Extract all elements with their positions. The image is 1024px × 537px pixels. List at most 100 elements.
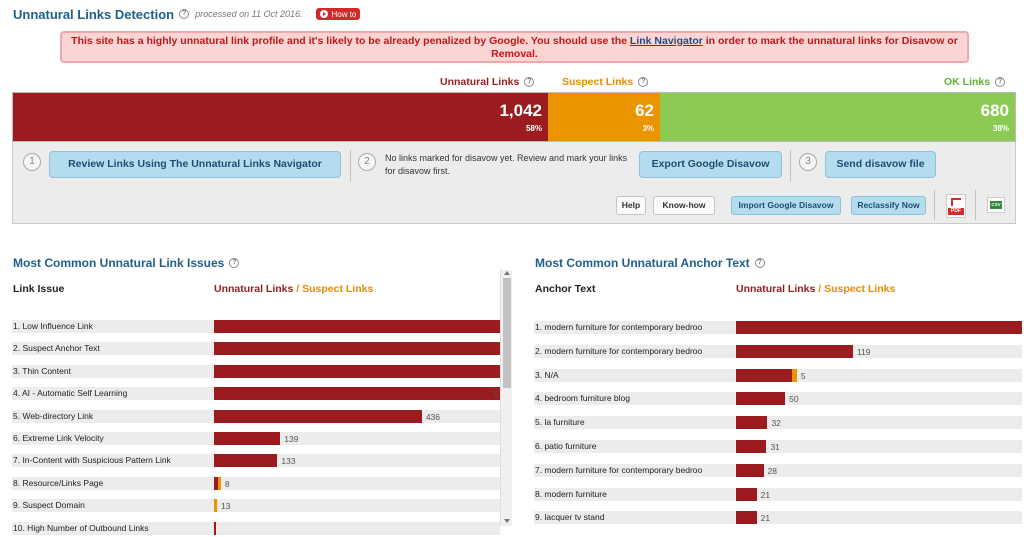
know-how-button[interactable]: Know-how bbox=[653, 196, 715, 215]
row-background bbox=[534, 440, 1022, 453]
penalty-alert: This site has a highly unnatural link pr… bbox=[60, 31, 969, 63]
suspect-bar[interactable] bbox=[792, 368, 797, 382]
row-background bbox=[534, 463, 1022, 477]
unnatural-bar[interactable] bbox=[736, 463, 764, 477]
chart-row[interactable]: 6. Extreme Link Velocity 139 bbox=[12, 432, 500, 445]
scroll-down-arrow-icon[interactable] bbox=[504, 519, 510, 523]
csv-export-icon[interactable]: CSV bbox=[987, 197, 1005, 213]
unnatural-bar[interactable] bbox=[736, 487, 757, 501]
scroll-thumb[interactable] bbox=[503, 278, 511, 388]
unnatural-percent: 58% bbox=[525, 124, 542, 133]
unnatural-bar[interactable] bbox=[214, 364, 500, 378]
chart-row[interactable]: 1. modern furniture for contemporary bed… bbox=[534, 321, 1022, 334]
chart-row[interactable]: 5. Web-directory Link 436 bbox=[12, 409, 500, 423]
unnatural-bar[interactable] bbox=[736, 344, 853, 358]
unnatural-segment[interactable]: 1,042 58% bbox=[13, 93, 548, 141]
row-label: 6. patio furniture bbox=[535, 441, 597, 451]
unnatural-bar[interactable] bbox=[214, 320, 500, 333]
unnatural-bar[interactable] bbox=[736, 392, 786, 406]
unnatural-bar[interactable] bbox=[736, 511, 757, 525]
suspect-bar[interactable] bbox=[214, 499, 217, 513]
bar-value: 21 bbox=[760, 513, 771, 524]
suspect-bar[interactable] bbox=[217, 476, 221, 490]
suspect-links-label: Suspect Links ? bbox=[562, 76, 649, 88]
chart-row[interactable]: 7. modern furniture for contemporary bed… bbox=[534, 463, 1022, 477]
chart-row[interactable]: 7. In-Content with Suspicious Pattern Li… bbox=[12, 454, 500, 468]
step-3-badge: 3 bbox=[799, 153, 817, 171]
help-icon[interactable]: ? bbox=[754, 258, 765, 268]
unnatural-bar[interactable] bbox=[736, 440, 767, 453]
chart-row[interactable]: 8. Resource/Links Page 8 bbox=[12, 476, 500, 490]
how-to-button[interactable]: How to bbox=[316, 8, 361, 20]
suspect-segment[interactable]: 62 3% bbox=[548, 93, 660, 141]
row-label: 5. Web-directory Link bbox=[13, 410, 94, 421]
scroll-up-arrow-icon[interactable] bbox=[504, 271, 510, 275]
pdf-export-icon[interactable]: PDF bbox=[946, 194, 966, 218]
unnatural-links-label: Unnatural Links ? bbox=[440, 76, 535, 88]
send-disavow-button[interactable]: Send disavow file bbox=[825, 151, 936, 178]
chart-row[interactable]: 3. Thin Content bbox=[12, 364, 500, 378]
bar-value: 50 bbox=[789, 394, 799, 405]
help-icon[interactable]: ? bbox=[638, 77, 649, 87]
divider bbox=[934, 190, 935, 220]
unnatural-bar[interactable] bbox=[736, 368, 793, 382]
row-label: 10. High Number of Outbound Links bbox=[13, 522, 149, 533]
bar-value: 139 bbox=[284, 434, 299, 444]
legend-slash: / bbox=[815, 283, 825, 295]
csv-label: CSV bbox=[990, 201, 1002, 209]
help-button[interactable]: Help bbox=[616, 196, 646, 215]
bar-value: 13 bbox=[221, 501, 231, 512]
reclassify-button[interactable]: Reclassify Now bbox=[851, 196, 926, 215]
help-icon[interactable]: ? bbox=[995, 77, 1006, 87]
chart-row[interactable]: 4. bedroom furniture blog 50 bbox=[534, 392, 1022, 406]
export-disavow-button[interactable]: Export Google Disavow bbox=[639, 151, 782, 178]
bar-value: 8 bbox=[224, 478, 230, 489]
anchor-section-title: Most Common Unnatural Anchor Text ? bbox=[535, 256, 765, 270]
suspect-percent: 3% bbox=[642, 124, 654, 133]
row-background bbox=[534, 511, 1022, 525]
issues-scrollbar[interactable] bbox=[500, 270, 512, 526]
unnatural-bar[interactable] bbox=[214, 432, 281, 445]
legend-header: Unnatural Links / Suspect Links bbox=[736, 283, 895, 295]
row-label: 1. Low Influence Link bbox=[13, 321, 93, 331]
chart-row[interactable]: 9. Suspect Domain 13 bbox=[12, 499, 500, 513]
legend-suspect: Suspect Links bbox=[302, 283, 374, 295]
ok-count: 680 bbox=[980, 101, 1009, 120]
pdf-label: PDF bbox=[948, 208, 964, 215]
unnatural-bar[interactable] bbox=[736, 416, 768, 430]
chart-row[interactable]: 4. AI - Automatic Self Learning 5 bbox=[12, 387, 500, 401]
unnatural-bar[interactable] bbox=[736, 321, 1022, 334]
processed-date: processed on 11 Oct 2016. bbox=[195, 9, 303, 19]
chart-row[interactable]: 2. modern furniture for contemporary bed… bbox=[534, 344, 1022, 358]
unnatural-bar[interactable] bbox=[214, 476, 218, 490]
unnatural-bar[interactable] bbox=[214, 409, 422, 423]
import-disavow-button[interactable]: Import Google Disavow bbox=[731, 196, 841, 215]
unnatural-bar[interactable] bbox=[214, 521, 216, 535]
review-navigator-button[interactable]: Review Links Using The Unnatural Links N… bbox=[49, 151, 341, 178]
chart-row[interactable]: 1. Low Influence Link bbox=[12, 320, 500, 333]
chart-row[interactable]: 5. la furniture 32 bbox=[534, 416, 1022, 430]
unnatural-bar[interactable] bbox=[214, 454, 278, 468]
help-icon[interactable]: ? bbox=[179, 9, 190, 19]
legend-unnatural: Unnatural Links bbox=[736, 283, 816, 295]
link-navigator-link[interactable]: Link Navigator bbox=[629, 35, 703, 47]
page-header: Unnatural Links Detection ? processed on… bbox=[13, 5, 361, 23]
unnatural-bar[interactable] bbox=[214, 387, 500, 401]
chart-row[interactable]: 9. lacquer tv stand 21 bbox=[534, 511, 1022, 525]
row-label: 1. modern furniture for contemporary bed… bbox=[535, 322, 703, 332]
chart-row[interactable]: 3. N/A 5 bbox=[534, 368, 1022, 382]
help-icon[interactable]: ? bbox=[524, 77, 535, 87]
chart-row[interactable]: 6. patio furniture 31 bbox=[534, 440, 1022, 453]
help-icon[interactable]: ? bbox=[229, 258, 240, 268]
row-label: 6. Extreme Link Velocity bbox=[13, 433, 104, 443]
ok-segment[interactable]: 680 38% bbox=[660, 93, 1015, 141]
pdf-glyph bbox=[951, 198, 961, 206]
row-label: 5. la furniture bbox=[535, 417, 585, 428]
chart-row[interactable]: 8. modern furniture 21 bbox=[534, 487, 1022, 501]
chart-row[interactable]: 2. Suspect Anchor Text bbox=[12, 342, 500, 356]
legend-unnatural: Unnatural Links bbox=[214, 283, 294, 295]
chart-row[interactable]: 10. High Number of Outbound Links bbox=[12, 521, 500, 535]
row-label: 2. modern furniture for contemporary bed… bbox=[535, 345, 703, 356]
unnatural-bar[interactable] bbox=[214, 342, 500, 356]
bar-value: 28 bbox=[767, 465, 777, 476]
